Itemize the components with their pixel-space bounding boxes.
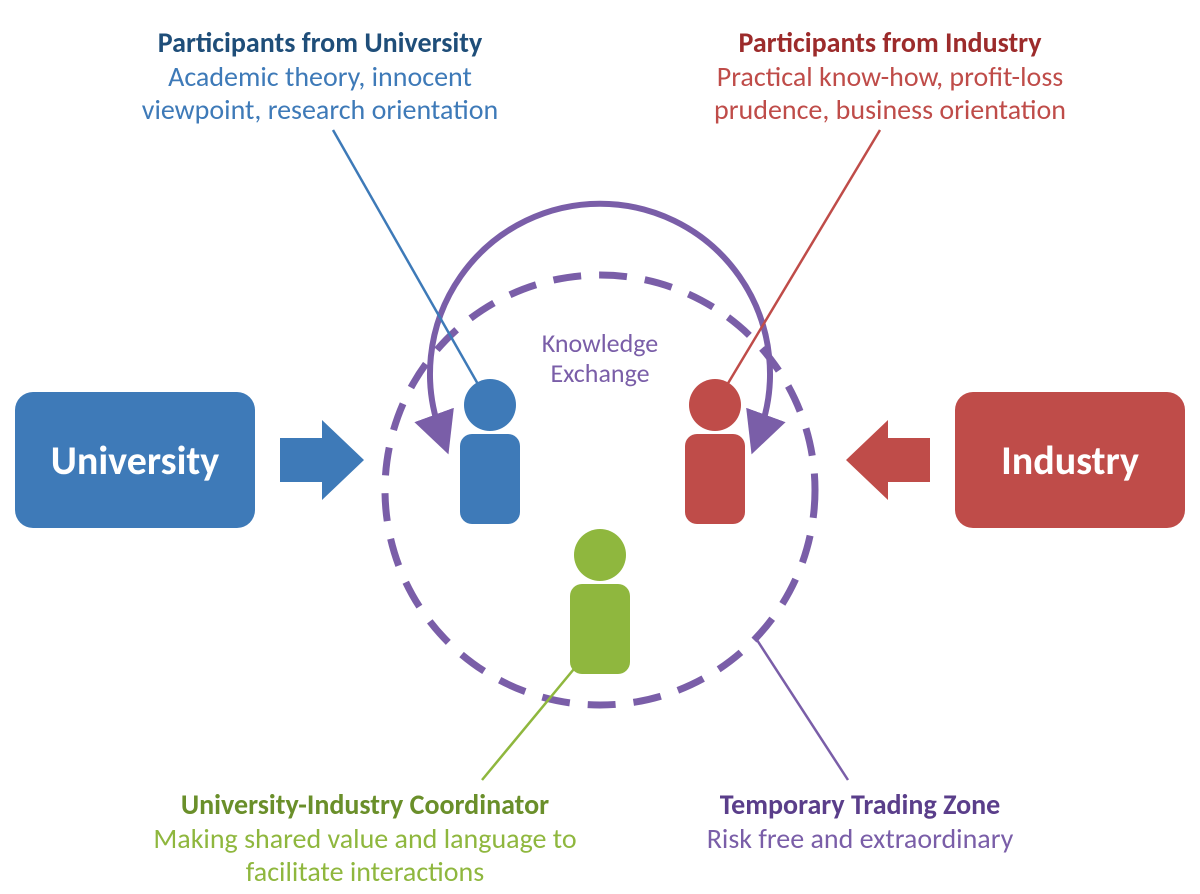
- knowledge-exchange-label-2: Exchange: [550, 357, 649, 389]
- industry-box-label: Industry: [1001, 436, 1139, 485]
- label-trading-zone: Temporary Trading Zone Risk free and ext…: [640, 788, 1080, 855]
- label-title: Participants from University: [110, 26, 530, 60]
- connector-line-university: [333, 130, 487, 400]
- connector-line-industry: [718, 130, 880, 400]
- connector-line-trading-zone: [757, 640, 848, 780]
- label-desc: Practical know-how, profit-loss prudence…: [660, 60, 1120, 127]
- university-box: University: [15, 392, 255, 528]
- label-industry-participants: Participants from Industry Practical kno…: [660, 26, 1120, 127]
- person-university-icon: [460, 379, 520, 524]
- label-title: University-Industry Coordinator: [130, 788, 600, 822]
- label-title: Participants from Industry: [660, 26, 1120, 60]
- label-coordinator: University-Industry Coordinator Making s…: [130, 788, 600, 889]
- label-desc: Academic theory, innocent viewpoint, res…: [110, 60, 530, 127]
- person-coordinator-icon: [570, 529, 630, 674]
- label-desc: Risk free and extraordinary: [640, 822, 1080, 856]
- label-desc: Making shared value and language to faci…: [130, 822, 600, 889]
- arrow-right-icon: [846, 420, 930, 500]
- label-university-participants: Participants from University Academic th…: [110, 26, 530, 127]
- knowledge-exchange-arc: [430, 204, 770, 432]
- industry-box: Industry: [955, 392, 1185, 528]
- person-industry-icon: [685, 379, 745, 524]
- university-box-label: University: [51, 436, 219, 485]
- connector-line-coordinator: [482, 652, 588, 780]
- knowledge-exchange-label-1: Knowledge: [542, 327, 658, 359]
- label-title: Temporary Trading Zone: [640, 788, 1080, 822]
- trading-zone-circle: [385, 275, 815, 705]
- arrow-left-icon: [280, 420, 364, 500]
